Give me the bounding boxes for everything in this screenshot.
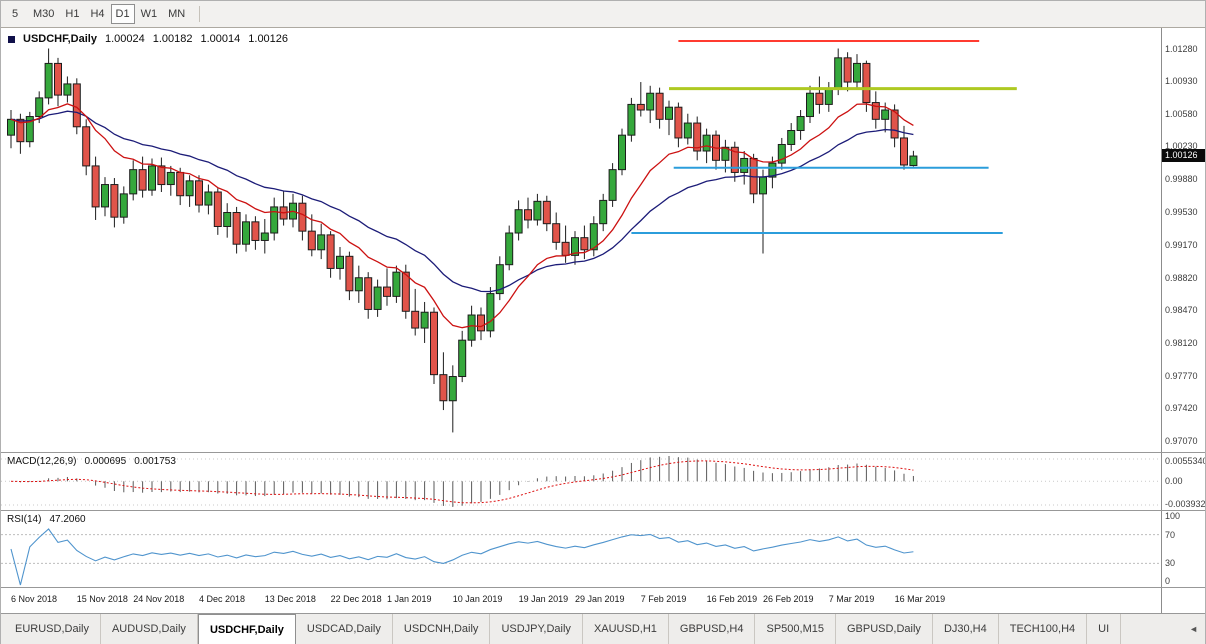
symbol-tab-xauusd-h1[interactable]: XAUUSD,H1 (582, 614, 669, 644)
open-value: 1.00024 (104, 33, 145, 45)
price-axis-label: 0.98470 (1165, 305, 1198, 316)
chart-title: USDCHF,Daily 1.00024 1.00182 1.00014 1.0… (8, 33, 288, 45)
timeframe-button-h1[interactable]: H1 (65, 8, 80, 20)
time-axis-label: 16 Feb 2019 (706, 594, 758, 604)
ma-fast-line (10, 103, 914, 329)
price-axis-label: 0.98820 (1165, 272, 1198, 283)
chart-symbol-label: USDCHF,Daily (23, 33, 97, 45)
rsi-svg (1, 528, 1161, 586)
timeframe-button-h4[interactable]: H4 (90, 8, 105, 20)
symbol-tab-dj30-h4[interactable]: DJ30,H4 (932, 614, 999, 644)
time-axis[interactable]: 6 Nov 2018 15 Nov 2018 24 Nov 2018 4 Dec 20… (1, 588, 1161, 613)
rsi-line (10, 528, 914, 586)
price-chart-svg (7, 40, 1017, 433)
time-axis-label: 6 Nov 2018 (11, 594, 58, 604)
symbol-tab-tech100-h4[interactable]: TECH100,H4 (998, 614, 1088, 644)
macd-name: MACD(12,26,9) (7, 456, 77, 467)
symbol-tab-gbpusd-daily[interactable]: GBPUSD,Daily (835, 614, 933, 644)
rsi-axis: 100 70 30 0 (1161, 511, 1205, 587)
macd-indicator[interactable]: MACD(12,26,9) 0.000695 0.001753 (1, 453, 1161, 510)
rsi-name: RSI(14) (7, 514, 42, 525)
rsi-indicator[interactable]: RSI(14) 47.2060 (1, 511, 1161, 587)
timeframe-button-mn[interactable]: MN (168, 8, 186, 20)
symbol-tab-audusd-daily[interactable]: AUDUSD,Daily (100, 614, 198, 644)
price-axis-label: 0.99880 (1165, 173, 1198, 184)
time-axis-label: 7 Mar 2019 (828, 594, 875, 604)
price-axis-label: 1.00230 (1165, 141, 1198, 152)
ma-slow-line (10, 110, 914, 293)
macd-axis: 0.0055340 0.00 -0.0039323 (1161, 453, 1205, 510)
chart-tab-bar: EURUSD,Daily AUDUSD,Daily USDCHF,Daily USDC… (1, 613, 1205, 644)
symbol-tab-ui[interactable]: UI (1087, 614, 1122, 644)
macd-histogram (19, 456, 914, 507)
macd-axis-label: 0.0055340 (1165, 456, 1205, 466)
price-axis-label: 0.98120 (1165, 337, 1198, 348)
low-value: 1.00014 (200, 33, 241, 45)
price-axis-label: 1.00930 (1165, 76, 1198, 87)
macd-signal-value: 0.001753 (134, 456, 176, 467)
symbol-tab-eurusd-daily[interactable]: EURUSD,Daily (4, 614, 101, 644)
chart-area: USDCHF,Daily 1.00024 1.00182 1.00014 1.0… (1, 28, 1205, 613)
time-axis-label: 7 Feb 2019 (640, 594, 687, 604)
price-axis-label: 0.97420 (1165, 403, 1198, 414)
time-axis-label: 13 Dec 2018 (264, 594, 316, 604)
macd-axis-label: -0.0039323 (1165, 499, 1205, 509)
current-price-badge: 1.00126 (1162, 149, 1205, 163)
price-axis-label: 0.99530 (1165, 206, 1198, 217)
symbol-tab-usdcad-daily[interactable]: USDCAD,Daily (295, 614, 393, 644)
time-axis-label: 10 Jan 2019 (452, 594, 503, 604)
time-axis-label: 1 Jan 2019 (387, 594, 432, 604)
time-axis-label: 29 Jan 2019 (575, 594, 625, 604)
macd-main-value: 0.000695 (84, 456, 127, 467)
price-axis[interactable]: 1.00126 1.01280 1.00930 1.00580 1.00230 0.99… (1161, 28, 1205, 452)
rsi-pane: RSI(14) 47.2060 100 70 30 0 (1, 510, 1205, 587)
price-axis-label: 0.99170 (1165, 240, 1198, 251)
price-axis-label: 0.97770 (1165, 370, 1198, 381)
timeframe-button-5[interactable]: 5 (11, 8, 19, 20)
price-axis-label: 1.00580 (1165, 108, 1198, 119)
symbol-tab-usdjpy-daily[interactable]: USDJPY,Daily (490, 614, 583, 644)
rsi-axis-label: 70 (1165, 529, 1176, 540)
time-axis-label: 26 Feb 2019 (763, 594, 814, 604)
rsi-indicator-label: RSI(14) 47.2060 (7, 514, 86, 525)
time-axis-label: 16 Mar 2019 (894, 594, 946, 604)
chart-symbol-icon (8, 35, 15, 43)
rsi-axis-label: 30 (1165, 558, 1176, 569)
macd-pane: MACD(12,26,9) 0.000695 0.001753 0.005534… (1, 452, 1205, 510)
time-axis-pane: 6 Nov 2018 15 Nov 2018 24 Nov 2018 4 Dec 20… (1, 587, 1205, 613)
time-axis-label: 15 Nov 2018 (76, 594, 128, 604)
time-axis-label: 22 Dec 2018 (330, 594, 382, 604)
toolbar-separator (199, 6, 201, 22)
price-chart[interactable]: USDCHF,Daily 1.00024 1.00182 1.00014 1.0… (1, 28, 1161, 452)
close-value: 1.00126 (248, 33, 289, 45)
time-axis-label: 4 Dec 2018 (199, 594, 246, 604)
rsi-axis-label: 0 (1165, 576, 1171, 586)
rsi-axis-label: 100 (1165, 511, 1181, 521)
timeframe-button-m30[interactable]: M30 (33, 8, 55, 20)
timeframe-toolbar: 5 M30 H1 H4 D1 W1 MN (1, 1, 1205, 28)
high-value: 1.00182 (152, 33, 193, 45)
time-axis-corner (1161, 588, 1205, 613)
time-axis-label: 24 Nov 2018 (133, 594, 185, 604)
macd-axis-label: 0.00 (1165, 476, 1183, 487)
symbol-tab-usdcnh-daily[interactable]: USDCNH,Daily (392, 614, 491, 644)
macd-indicator-label: MACD(12,26,9) 0.000695 0.001753 (7, 456, 176, 467)
time-axis-label: 19 Jan 2019 (518, 594, 569, 604)
price-axis-label: 0.97070 (1165, 435, 1198, 446)
macd-signal-line (10, 460, 914, 504)
tab-scroll-left-icon[interactable]: ◄ (1189, 624, 1198, 634)
timeframe-button-d1[interactable]: D1 (110, 4, 135, 24)
symbol-tab-usdchf-daily[interactable]: USDCHF,Daily (197, 614, 296, 644)
timeframe-button-w1[interactable]: W1 (140, 8, 158, 20)
macd-svg (1, 456, 1161, 507)
price-axis-label: 1.01280 (1165, 43, 1198, 54)
candles (7, 48, 918, 433)
symbol-tab-gbpusd-h4[interactable]: GBPUSD,H4 (668, 614, 756, 644)
symbol-tab-sp500-m15[interactable]: SP500,M15 (755, 614, 836, 644)
price-pane: USDCHF,Daily 1.00024 1.00182 1.00014 1.0… (1, 28, 1205, 452)
rsi-value: 47.2060 (49, 514, 86, 525)
